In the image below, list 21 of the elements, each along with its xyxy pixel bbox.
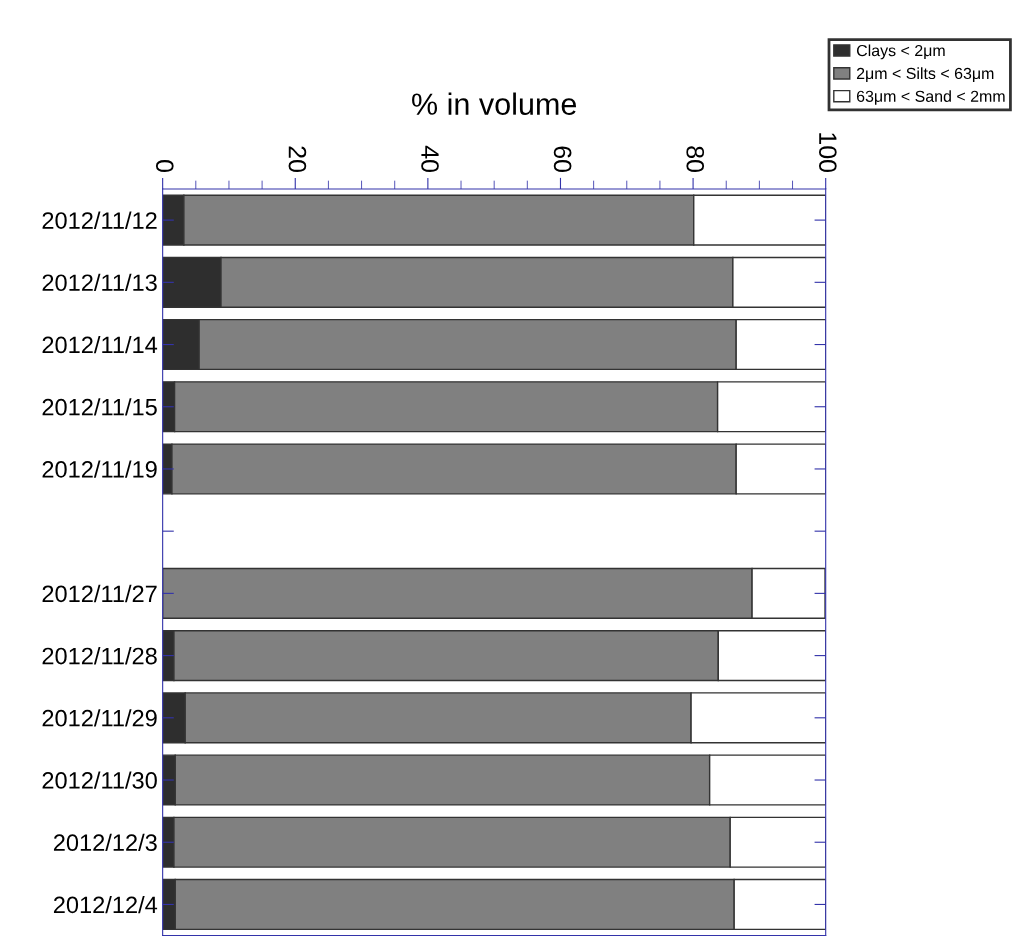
x-tick-label: 40 — [421, 145, 439, 173]
x-axis-title: % in volume — [412, 92, 577, 115]
legend-label: Clays < 2μm — [856, 44, 945, 60]
y-tick-label: 2012/11/30 — [42, 771, 157, 789]
y-tick-label: 2012/11/15 — [42, 398, 157, 416]
x-tick-label: 60 — [553, 146, 572, 173]
y-tick-label: 2012/12/3 — [53, 833, 157, 852]
legend-label: 2μm < Silts < 63μm — [856, 67, 994, 82]
x-tick-label: 80 — [686, 146, 705, 173]
y-tick-label: 2012/11/12 — [42, 211, 157, 229]
x-tick-label: 0 — [155, 160, 174, 173]
legend-label: 63μm < Sand < 2mm — [856, 90, 1005, 105]
y-tick-label: 2012/11/29 — [42, 709, 157, 727]
x-tick-label: 20 — [288, 146, 307, 173]
y-tick-label: 2012/11/13 — [42, 273, 157, 292]
y-tick-label: 2012/11/27 — [42, 584, 157, 603]
y-tick-label: 2012/12/4 — [53, 895, 158, 914]
y-tick-label: 2012/11/14 — [42, 335, 158, 354]
y-tick-label: 2012/11/28 — [42, 647, 157, 665]
y-tick-label: 2012/11/19 — [42, 460, 157, 478]
x-tick-label: 100 — [818, 133, 837, 173]
